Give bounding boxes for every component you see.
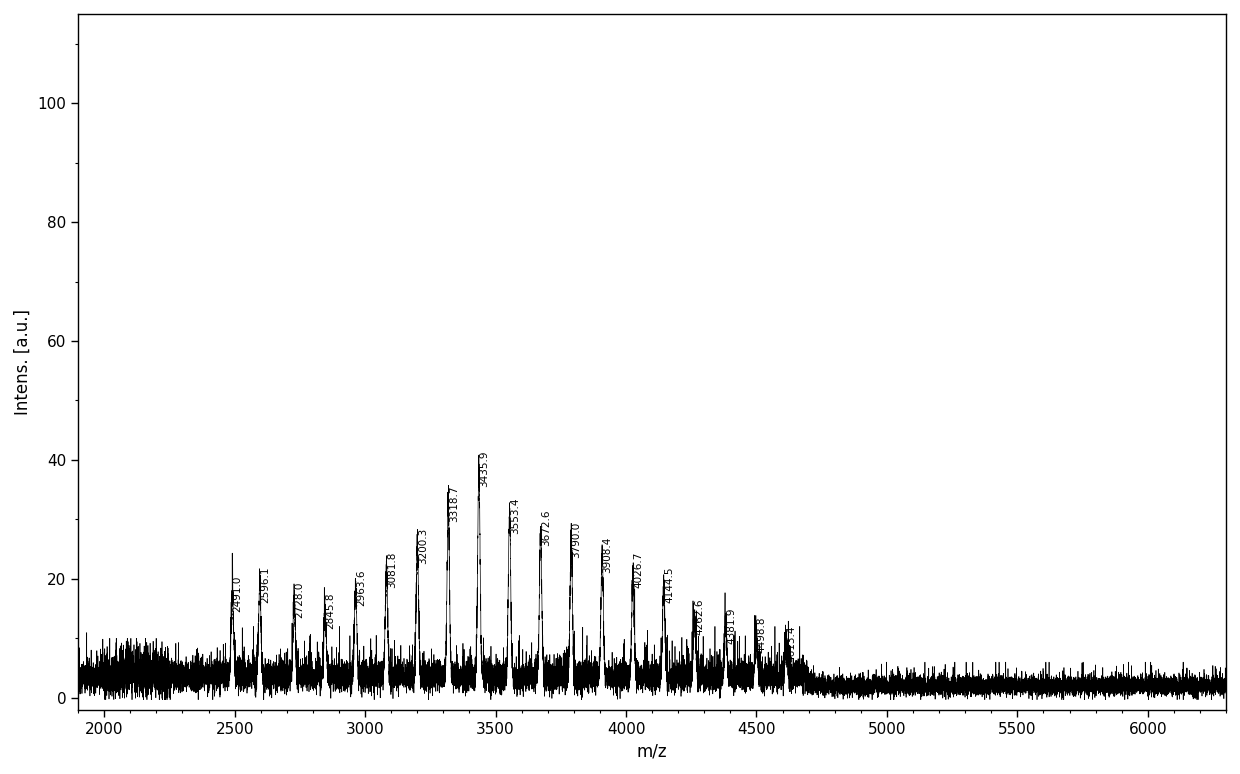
Text: 2963.6: 2963.6 [356, 569, 366, 606]
Text: 3081.8: 3081.8 [387, 551, 397, 587]
Text: 4381.9: 4381.9 [727, 608, 737, 644]
Y-axis label: Intens. [a.u.]: Intens. [a.u.] [14, 309, 32, 415]
Text: 4262.6: 4262.6 [694, 599, 704, 635]
Text: 2845.8: 2845.8 [325, 593, 335, 629]
Text: 2728.0: 2728.0 [295, 581, 305, 618]
Text: 3200.3: 3200.3 [418, 528, 428, 564]
Text: 3790.0: 3790.0 [572, 522, 582, 558]
Text: 4026.7: 4026.7 [634, 551, 644, 587]
Text: 3672.6: 3672.6 [541, 510, 551, 546]
X-axis label: m/z: m/z [637, 742, 667, 760]
Text: 2596.1: 2596.1 [260, 567, 270, 603]
Text: 3318.7: 3318.7 [449, 486, 459, 522]
Text: 2491.0: 2491.0 [233, 575, 243, 611]
Text: 4144.5: 4144.5 [665, 567, 675, 603]
Text: 4498.8: 4498.8 [756, 617, 766, 653]
Text: 4613.4: 4613.4 [786, 625, 796, 663]
Text: 3553.4: 3553.4 [510, 498, 520, 534]
Text: 3908.4: 3908.4 [603, 536, 613, 573]
Text: 3435.9: 3435.9 [479, 450, 490, 487]
